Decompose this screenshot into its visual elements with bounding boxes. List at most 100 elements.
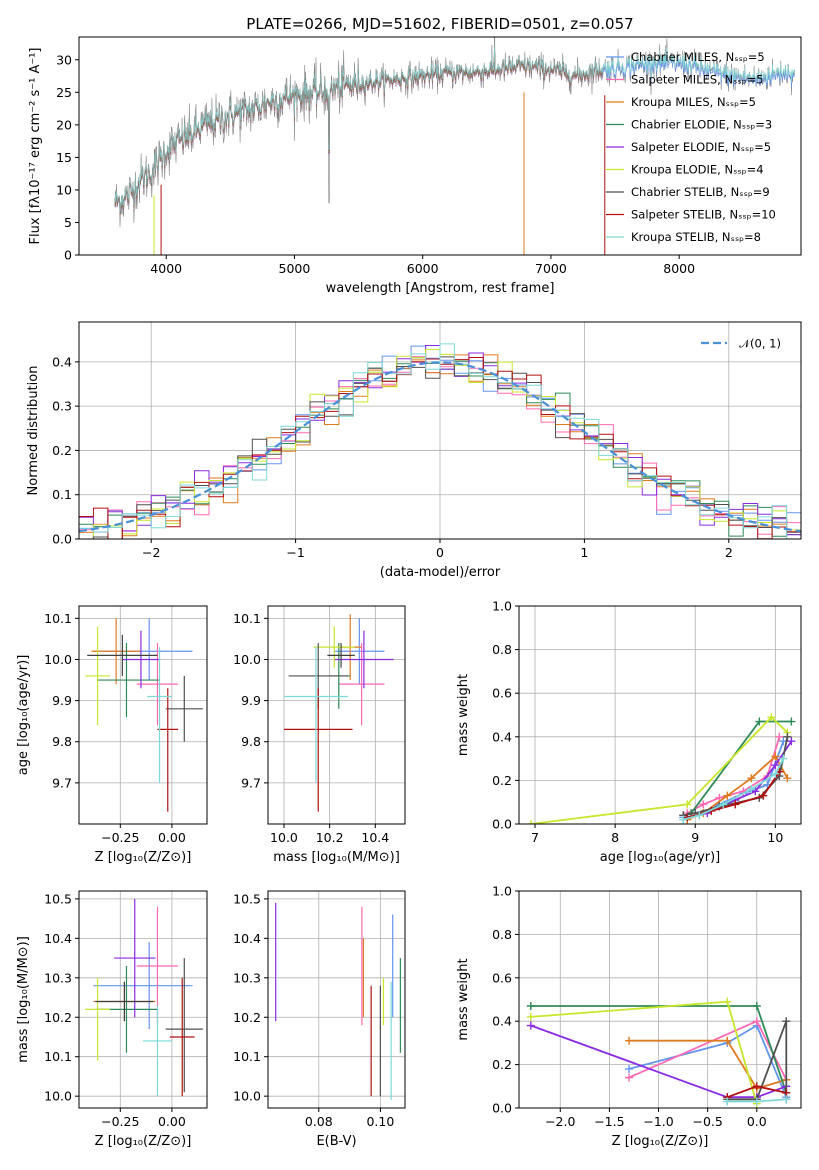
weight-marker [723,791,732,800]
x-axis-label: Z [log₁₀(Z/Z⊙)] [95,1134,192,1149]
weight-marker [779,754,788,763]
weight-marker [625,1064,634,1073]
x-tick-label: 5000 [279,261,311,276]
weight-marker [783,732,792,741]
error-bars [85,618,203,812]
weight-lines [526,997,791,1108]
axes-frame [518,890,802,1109]
chart-residuals: −2 −1 0 1 2 0.0 0.1 0.2 0.3 0.4 (data-model)/error… [26,321,802,580]
y-tick-label: 25 [56,85,72,100]
weight-marker [759,791,768,800]
chart-age-vs-Z: −0.25 0.00 9.7 9.8 9.9 10.0 10.1 Z [log₁₀(Z/Z⊙)… [16,605,208,865]
y-tick-label: 0.4 [492,1014,512,1029]
y-axis-label: Flux [fλ10⁻¹⁷ erg cm⁻² s⁻¹ A⁻¹] [28,48,43,245]
weight-marker [747,774,756,783]
x-tick-label: 7000 [535,261,567,276]
y-tick-label: 10.0 [44,652,72,667]
y-tick-label: 10.2 [44,1010,72,1025]
x-axis-label: Z [log₁₀(Z/Z⊙)] [612,1134,709,1149]
weight-marker [695,811,704,820]
x-tick-label: 2 [725,545,733,560]
x-tick-label: −2 [142,545,160,560]
y-tick-label: 9.8 [52,734,72,749]
weight-marker [783,774,792,783]
y-tick-label: 10.2 [233,1010,261,1025]
y-tick-label: 0.8 [492,927,512,942]
weight-marker [527,820,536,824]
y-tick-label: 9.8 [241,734,261,749]
y-tick-label: 5 [64,215,72,230]
y-tick-label: 0 [64,248,72,263]
weight-marker [526,1002,535,1011]
x-tick-label: 10 [767,830,783,845]
weight-line [686,736,781,814]
axes-frame [78,605,208,825]
y-tick-label: 10.3 [233,970,261,985]
weight-marker [526,1012,535,1021]
y-axis-label: mass weight [456,958,471,1040]
weight-marker [771,769,780,778]
chart-age-vs-mass: 10.0 10.2 10.4 9.7 9.8 9.9 10.0 10.1 mass [log₁₀… [233,605,406,865]
x-tick-label: 0.08 [305,1114,333,1129]
gaussian-curve [79,361,801,533]
histogram-series [79,343,801,539]
weight-marker [526,1021,535,1030]
y-tick-label: 10.1 [233,611,261,626]
spectrum-lines [114,37,795,255]
error-bars [275,902,401,1101]
x-axis-label: age [log₁₀(age/yr)] [600,850,721,865]
axes-frame [78,890,208,1109]
legend-entry: 𝒩(0, 1) [739,337,781,351]
weight-marker [699,800,708,809]
weight-line [727,1020,788,1101]
error-bars [85,898,203,1097]
y-tick-label: 0.0 [52,532,72,547]
weight-line [682,758,785,821]
weight-marker [751,787,760,796]
weight-marker [625,1036,634,1045]
x-axis-label: Z [log₁₀(Z/Z⊙)] [95,850,192,865]
weight-marker [771,752,780,761]
weight-marker [782,1017,791,1026]
weight-marker [723,997,732,1006]
x-tick-label: 9 [691,830,699,845]
x-tick-label: 0.0 [747,1114,767,1129]
y-tick-label: 1.0 [492,884,512,899]
weight-lines [527,713,796,824]
legend-entry: Salpeter MILES, Nₛₛₚ=5 [631,73,764,87]
axes-frame [267,890,406,1109]
chart-mass-vs-EBV: 0.08 0.10 10.0 10.1 10.2 10.3 10.4 10.5 E(B-V) [233,890,406,1149]
legend-entry: Chabrier ELODIE, Nₛₛₚ=3 [631,118,772,132]
y-tick-label: 30 [56,52,72,67]
x-tick-label: −1.5 [594,1114,624,1129]
x-axis-label: E(B-V) [316,1134,356,1149]
x-tick-label: 10.0 [270,830,298,845]
y-tick-label: 9.9 [52,693,72,708]
y-tick-label: 10.4 [44,931,72,946]
x-axis-label: (data-model)/error [380,565,501,580]
y-tick-label: 10.0 [233,652,261,667]
y-tick-label: 10.3 [44,970,72,985]
legend-entry: Kroupa MILES, Nₛₛₚ=5 [631,95,756,109]
weight-marker [787,717,796,726]
y-tick-label: 1.0 [492,599,512,614]
y-tick-label: 0.0 [492,1101,512,1116]
error-bars [283,614,394,812]
weight-marker [755,717,764,726]
x-tick-label: −0.5 [692,1114,722,1129]
x-tick-label: 0.10 [366,1114,394,1129]
x-tick-label: −2.0 [545,1114,575,1129]
x-axis-label: wavelength [Angstrom, rest frame] [326,281,555,296]
weight-marker [625,1073,634,1082]
y-tick-label: 0.6 [492,970,512,985]
weight-line [530,715,789,824]
weight-marker [752,1017,761,1026]
y-tick-label: 10.4 [233,931,261,946]
y-tick-label: 0.2 [492,773,512,788]
weight-marker [771,761,780,770]
y-tick-label: 9.7 [52,775,72,790]
y-tick-label: 10.1 [233,1049,261,1064]
y-tick-label: 0.8 [492,642,512,657]
x-tick-label: 0.00 [158,830,186,845]
